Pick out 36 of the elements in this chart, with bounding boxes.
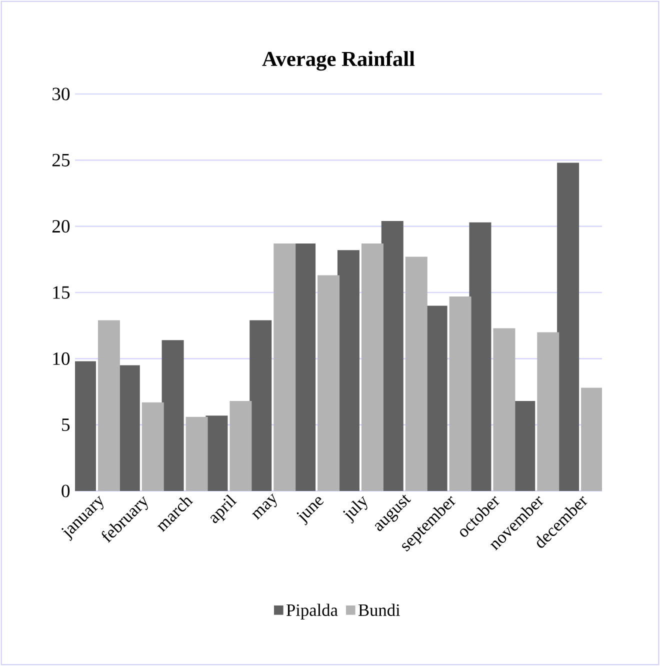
y-tick-label: 10 [53,352,70,365]
bar [118,365,140,491]
bar [405,256,428,491]
bar [381,221,404,491]
bar [250,320,272,491]
legend-label: Pipalda [286,604,338,620]
chart-title: Average Rainfall [262,50,415,71]
y-tick-label: 15 [53,286,70,299]
x-tick-label: may [252,493,277,520]
bar [537,332,560,491]
bar [186,416,208,491]
bar [318,275,340,491]
x-tick-label: april [210,494,237,524]
legend-label: Bundi [358,604,400,616]
bar [469,222,492,491]
bar [513,401,536,491]
x-tick-label: july [343,496,368,524]
bar [274,244,296,491]
y-tick-label: 0 [62,484,70,498]
y-tick-label: 30 [52,88,70,100]
bar [581,388,602,491]
bar [230,401,252,491]
bar [75,361,96,491]
bar [493,328,516,491]
bar [425,306,448,491]
bar [361,244,384,491]
bar [557,162,580,491]
bar [337,250,360,491]
y-tick-label: 5 [62,418,70,432]
y-tick-label: 20 [52,220,70,233]
x-tick-label: june [296,497,324,526]
bar [98,320,120,491]
bar [162,340,184,491]
bar [142,402,164,491]
y-tick-label: 25 [52,154,70,166]
bar [449,296,472,491]
